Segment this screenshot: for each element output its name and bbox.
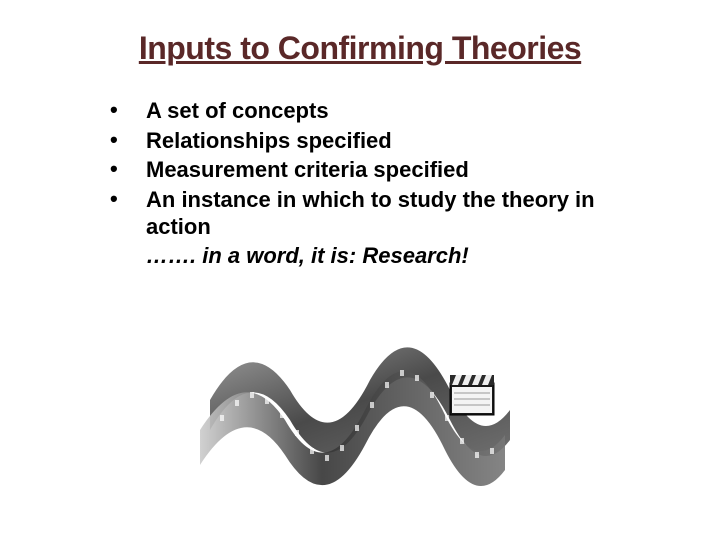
bullet-item: • An instance in which to study the theo… [110,186,630,241]
slide-title: Inputs to Confirming Theories [50,30,670,67]
conclusion-text: ……. in a word, it is: Research! [146,243,670,269]
film-wave-icon [200,320,520,520]
bullet-text: Measurement criteria specified [146,156,469,184]
bullet-text: A set of concepts [146,97,329,125]
bullet-item: • Measurement criteria specified [110,156,630,184]
bullet-marker: • [110,127,146,153]
slide-container: Inputs to Confirming Theories • A set of… [0,0,720,540]
bullet-item: • A set of concepts [110,97,630,125]
bullet-marker: • [110,156,146,182]
film-strip-graphic [200,320,520,520]
bullet-text: Relationships specified [146,127,392,155]
bullet-text: An instance in which to study the theory… [146,186,630,241]
bullet-item: • Relationships specified [110,127,630,155]
bullet-marker: • [110,186,146,212]
bullet-list: • A set of concepts • Relationships spec… [110,97,630,241]
bullet-marker: • [110,97,146,123]
